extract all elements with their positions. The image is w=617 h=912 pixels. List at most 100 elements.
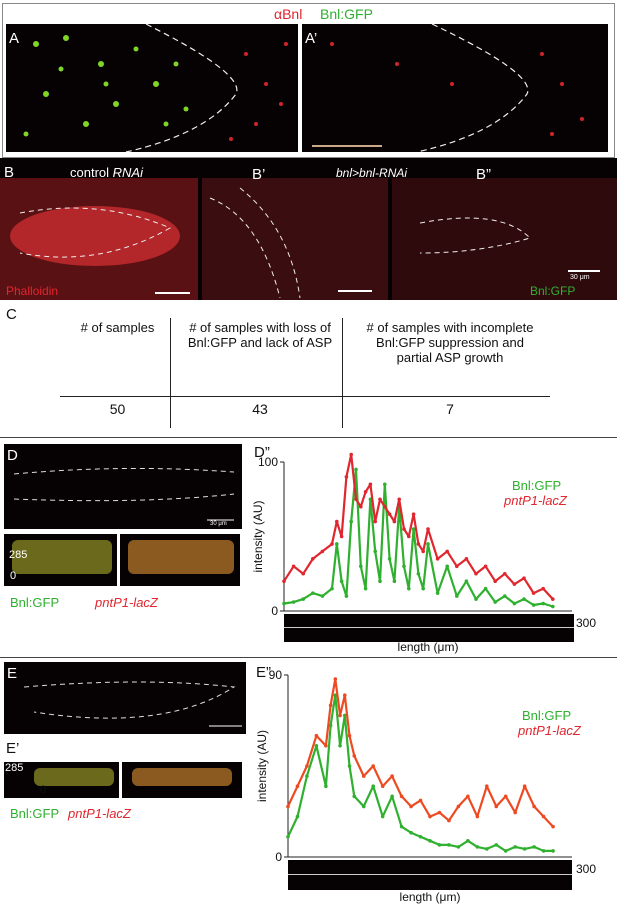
- e-prime-1-fill: [34, 768, 114, 786]
- chart-e-y-tick-label: 0: [275, 850, 282, 864]
- chart-e-y-axis-label: intensity (AU): [255, 730, 269, 802]
- genotype-label: bnl>bnl-RNAi: [336, 166, 408, 180]
- chart-e-series-1-point: [428, 814, 432, 819]
- chart-e-series-1-point: [361, 774, 366, 778]
- d-strip: [284, 614, 574, 642]
- table-divider-2: [342, 318, 343, 428]
- e-chart-legend-gfp: Bnl:GFP: [522, 708, 572, 723]
- chart-d-series-0-point: [392, 579, 397, 583]
- chart-e-series-1-point: [418, 798, 423, 803]
- chart-e-series-0-point: [475, 845, 480, 849]
- chart-d-series-0-point: [445, 564, 450, 569]
- chart-d-series-1-point: [335, 519, 339, 524]
- e-y-zero: 0: [40, 784, 47, 796]
- chart-e-series-1-point: [324, 743, 328, 748]
- chart-e-series-1-point: [456, 804, 461, 809]
- chart-e-series-0-point: [466, 839, 470, 843]
- chart-e-series-1-point: [347, 733, 352, 738]
- chart-e-series-0-point: [295, 814, 300, 819]
- chart-e-series-0-point: [522, 847, 527, 851]
- chart-d-series-1-point: [363, 490, 368, 494]
- chart-e-series-1-point: [409, 804, 413, 809]
- chart-e-series-0-point: [437, 843, 442, 847]
- chart-d-series-0-point: [330, 586, 334, 591]
- table-value-2: 43: [252, 401, 268, 417]
- table-value-3: 7: [446, 401, 454, 417]
- chart-e-series-1-point: [475, 814, 480, 819]
- chart-e-series-1-point: [314, 733, 319, 738]
- label-a-prime: A’: [305, 30, 318, 47]
- chart-d-series-1-point: [503, 571, 507, 576]
- chart-d-series-0-point: [373, 549, 378, 554]
- label-d-double-prime: D”: [254, 444, 270, 461]
- chart-e-series-1-point: [338, 713, 342, 718]
- chart-d-series-0-point: [301, 597, 306, 601]
- chart-d-y-axis-label: intensity (AU): [251, 500, 265, 572]
- chart-e-series-0-point: [338, 743, 342, 748]
- image-panel-a-prime: A’: [302, 24, 608, 152]
- chart-e-series-0-point: [333, 693, 338, 698]
- chart-d-series-0-point: [354, 467, 358, 472]
- d-legend-lacz: pntP1-lacZ: [95, 595, 158, 610]
- chart-d-series-line-1: [283, 453, 554, 600]
- chart-d-series-1-point: [445, 549, 450, 554]
- chart-e-series-1-point: [485, 784, 489, 789]
- anti-bnl-label: αBnl: [274, 6, 303, 22]
- chart-d-series-0-point: [531, 603, 536, 607]
- image-panel-d-prime-1: [4, 534, 117, 586]
- chart-d-series-0-point: [378, 579, 382, 583]
- chart-d-series-1-point: [541, 586, 545, 591]
- panel-e-drawing: [23, 681, 242, 727]
- chart-d-series-1-point: [407, 534, 411, 539]
- chart-d-series-0-point: [291, 600, 296, 604]
- table-rule: [60, 396, 550, 397]
- e-prime-2-fill: [132, 768, 232, 786]
- d-chart-legend-lacz: pntP1-lacZ: [504, 493, 567, 508]
- chart-d-series-0-point: [282, 601, 286, 606]
- chart-d-series-0-point: [320, 594, 325, 598]
- chart-e-series-0-point: [513, 845, 517, 849]
- chart-e-series-0-point: [324, 784, 328, 789]
- label-e-prime: E’: [6, 740, 20, 757]
- bnl-gfp-label-b: Bnl:GFP: [530, 284, 576, 298]
- chart-d-x-tick-label: 300: [576, 616, 596, 630]
- chart-e-series-1-point: [333, 677, 338, 681]
- image-panel-d-prime-2: [120, 534, 240, 586]
- chart-e-series-0-point: [286, 834, 290, 839]
- chart-d-series-0-point: [402, 564, 406, 569]
- chart-d-series-1-point: [464, 557, 469, 561]
- chart-e-series-0-point: [428, 839, 432, 843]
- image-panel-e-prime-1: [4, 762, 119, 798]
- chart-d-series-1-point: [378, 497, 382, 502]
- chart-e-series-0-point: [494, 843, 499, 847]
- chart-e-series-1-point: [503, 794, 508, 799]
- d-y-zero: 0: [10, 570, 17, 582]
- control-label: control RNAi: [70, 165, 143, 180]
- panel-d-drawing: [13, 467, 235, 521]
- chart-d-series-0-point: [483, 586, 488, 591]
- label-b: B: [4, 164, 15, 181]
- e-chart-legend-lacz: pntP1-lacZ: [518, 723, 581, 738]
- chart-e-series-0-point: [347, 764, 352, 768]
- section-rule-1: [0, 437, 617, 438]
- table-value-1: 50: [109, 401, 126, 417]
- label-a: A: [9, 30, 20, 47]
- label-c: C: [6, 306, 17, 323]
- chart-e-series-0-point: [361, 804, 366, 809]
- chart-e-series-1-point: [305, 764, 309, 768]
- chart-e-series-0-point: [447, 843, 451, 847]
- chart-d-series-1-point: [435, 557, 440, 561]
- d-chart-legend-gfp: Bnl:GFP: [512, 478, 562, 493]
- chart-d-series-1-point: [354, 497, 358, 502]
- chart-d-x-axis-label: length (μm): [398, 640, 459, 654]
- chart-d-series-1-point: [320, 549, 325, 554]
- image-panel-d: D 30 μm: [4, 444, 242, 529]
- chart-d-series-1-point: [416, 542, 421, 546]
- label-b-prime: B’: [252, 166, 266, 183]
- chart-e-series-1-point: [466, 794, 470, 799]
- chart-d-series-1-point: [359, 504, 363, 509]
- chart-e-series-1-point: [343, 693, 347, 698]
- chart-e-x-tick-label: 300: [576, 862, 596, 876]
- chart-e-series-0-point: [503, 849, 508, 853]
- chart-e-series-0-point: [371, 784, 376, 789]
